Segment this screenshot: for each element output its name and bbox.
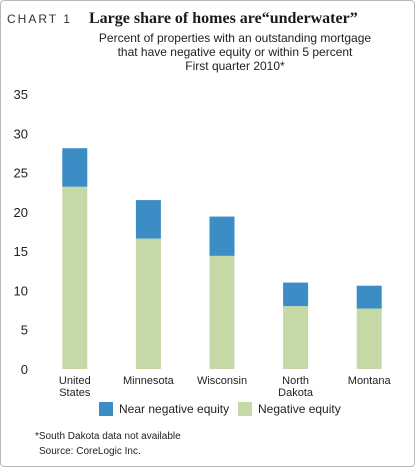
y-tick-label: 15 <box>14 244 28 259</box>
bar-segment <box>135 200 161 239</box>
bar-segment <box>209 255 235 369</box>
footnote: *South Dakota data not available <box>35 431 181 442</box>
y-tick-label: 20 <box>14 205 28 220</box>
legend-label: Near negative equity <box>119 402 229 416</box>
chart-title: Large share of homes are“underwater” <box>89 10 358 27</box>
x-tick-label: States <box>59 387 91 399</box>
bar-segment <box>209 216 235 256</box>
bar-segment <box>62 186 88 369</box>
y-tick-label: 0 <box>21 362 28 377</box>
bar-segment <box>356 285 382 309</box>
y-tick-label: 5 <box>21 323 28 338</box>
bar-segment <box>135 238 161 369</box>
x-tick-label: North <box>282 375 309 387</box>
legend-label: Negative equity <box>258 402 341 416</box>
source-note: Source: CoreLogic Inc. <box>39 446 141 457</box>
x-tick-label: Dakota <box>278 387 314 399</box>
y-tick-label: 25 <box>14 166 28 181</box>
subtitle-line-3: First quarter 2010* <box>185 59 285 73</box>
y-tick-label: 10 <box>14 283 28 298</box>
bar-segment <box>283 306 309 369</box>
x-tick-label: United <box>59 375 91 387</box>
legend-swatch <box>238 402 252 416</box>
subtitle-line-1: Percent of properties with an outstandin… <box>99 31 371 45</box>
x-tick-label: Wisconsin <box>197 375 247 387</box>
y-axis: 0 5 10 15 20 25 30 35 <box>14 87 28 377</box>
bar-segment <box>62 148 88 187</box>
y-tick-label: 30 <box>14 126 28 141</box>
y-tick-label: 35 <box>14 87 28 102</box>
subtitle-line-2: that have negative equity or within 5 pe… <box>118 45 353 59</box>
bar-segment <box>283 282 309 307</box>
x-tick-label: Minnesota <box>123 375 175 387</box>
legend: Near negative equity Negative equity <box>99 402 341 416</box>
chart-number: CHART 1 <box>7 12 72 26</box>
legend-swatch <box>99 402 113 416</box>
bars-group <box>62 148 382 369</box>
bar-segment <box>356 308 382 369</box>
x-tick-label: Montana <box>348 375 392 387</box>
